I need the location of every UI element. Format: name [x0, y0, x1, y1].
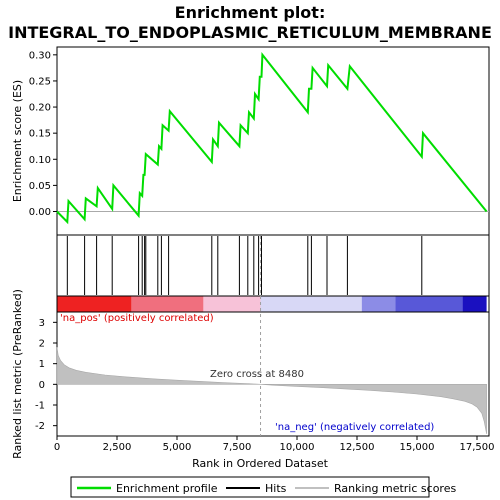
zero-cross-label: Zero cross at 8480 — [210, 369, 304, 380]
ranking-metric-area — [56, 347, 487, 434]
legend-label-enrichment-profile: Enrichment profile — [116, 482, 218, 495]
es-panel: 0.00 0.05 0.10 0.15 0.20 0.25 0.30 Enrichment … — [11, 46, 490, 236]
rank-y-tick-label: 2 — [39, 339, 45, 350]
es-y-tick-label: 0.10 — [29, 155, 51, 166]
es-y-ticks: 0.00 0.05 0.10 0.15 0.20 0.25 0.30 — [29, 50, 57, 218]
es-y-axis-label: Enrichment score (ES) — [11, 80, 24, 202]
legend-label-hits: Hits — [265, 482, 287, 495]
rank-x-tick-label: 0 — [54, 442, 60, 453]
rank-x-tick-label: 5,000 — [163, 442, 192, 453]
heat-bar-segment — [361, 296, 396, 312]
rank-x-tick-label: 2,500 — [103, 442, 132, 453]
rank-x-tick-label: 10,000 — [280, 442, 315, 453]
legend-label-ranking-metric: Ranking metric scores — [334, 482, 456, 495]
es-y-tick-label: 0.00 — [29, 207, 51, 218]
hits-panel — [56, 234, 490, 297]
rank-x-tick-label: 17,500 — [460, 442, 495, 453]
chart-title-line1: Enrichment plot: — [175, 3, 326, 22]
rank-x-tick-label: 7,500 — [223, 442, 252, 453]
legend: Enrichment profile Hits Ranking metric s… — [70, 476, 456, 498]
es-y-tick-label: 0.30 — [29, 50, 51, 61]
rank-y-axis-label: Ranked list metric (PreRanked) — [11, 289, 24, 459]
heat-bar-segment — [462, 296, 487, 312]
enrichment-profile-line — [56, 52, 488, 225]
heat-bar-segment — [395, 296, 463, 312]
heat-bar-segment — [131, 296, 204, 312]
hit-markers — [66, 236, 423, 295]
rank-y-tick-label: 0 — [39, 380, 45, 391]
es-y-tick-label: 0.20 — [29, 103, 51, 114]
rank-x-axis-label: Rank in Ordered Dataset — [192, 457, 329, 470]
ranking-heat-bar — [57, 296, 487, 312]
es-y-tick-label: 0.25 — [29, 76, 51, 87]
rank-y-ticks: -2 -1 0 1 2 3 — [35, 318, 57, 432]
rank-panel-frame — [56, 311, 490, 437]
rank-x-ticks: 0 2,500 5,000 7,500 10,000 12,500 15,000 17,500 — [54, 436, 495, 453]
rank-x-tick-label: 15,000 — [400, 442, 435, 453]
hits-panel-frame — [56, 234, 490, 297]
es-panel-frame — [56, 46, 490, 236]
es-y-tick-label: 0.15 — [29, 129, 51, 140]
es-y-tick-label: 0.05 — [29, 181, 51, 192]
rank-y-tick-label: 3 — [39, 318, 45, 329]
pos-correlated-label: 'na_pos' (positively correlated) — [60, 313, 214, 324]
rank-panel: -2 -1 0 1 2 3 0 2,500 5,000 7,500 10,000 12,500 15,… — [11, 236, 495, 470]
heat-bar-segment — [203, 296, 261, 312]
rank-y-tick-label: -2 — [35, 421, 45, 432]
rank-x-tick-label: 12,500 — [340, 442, 375, 453]
heat-bar-segment — [260, 296, 362, 312]
rank-y-tick-label: 1 — [39, 359, 45, 370]
chart-title-line2: INTEGRAL_TO_ENDOPLASMIC_RETICULUM_MEMBRA… — [8, 23, 492, 42]
heat-bar-segment — [57, 296, 132, 312]
rank-y-tick-label: -1 — [35, 401, 45, 412]
neg-correlated-label: 'na_neg' (negatively correlated) — [275, 422, 434, 433]
